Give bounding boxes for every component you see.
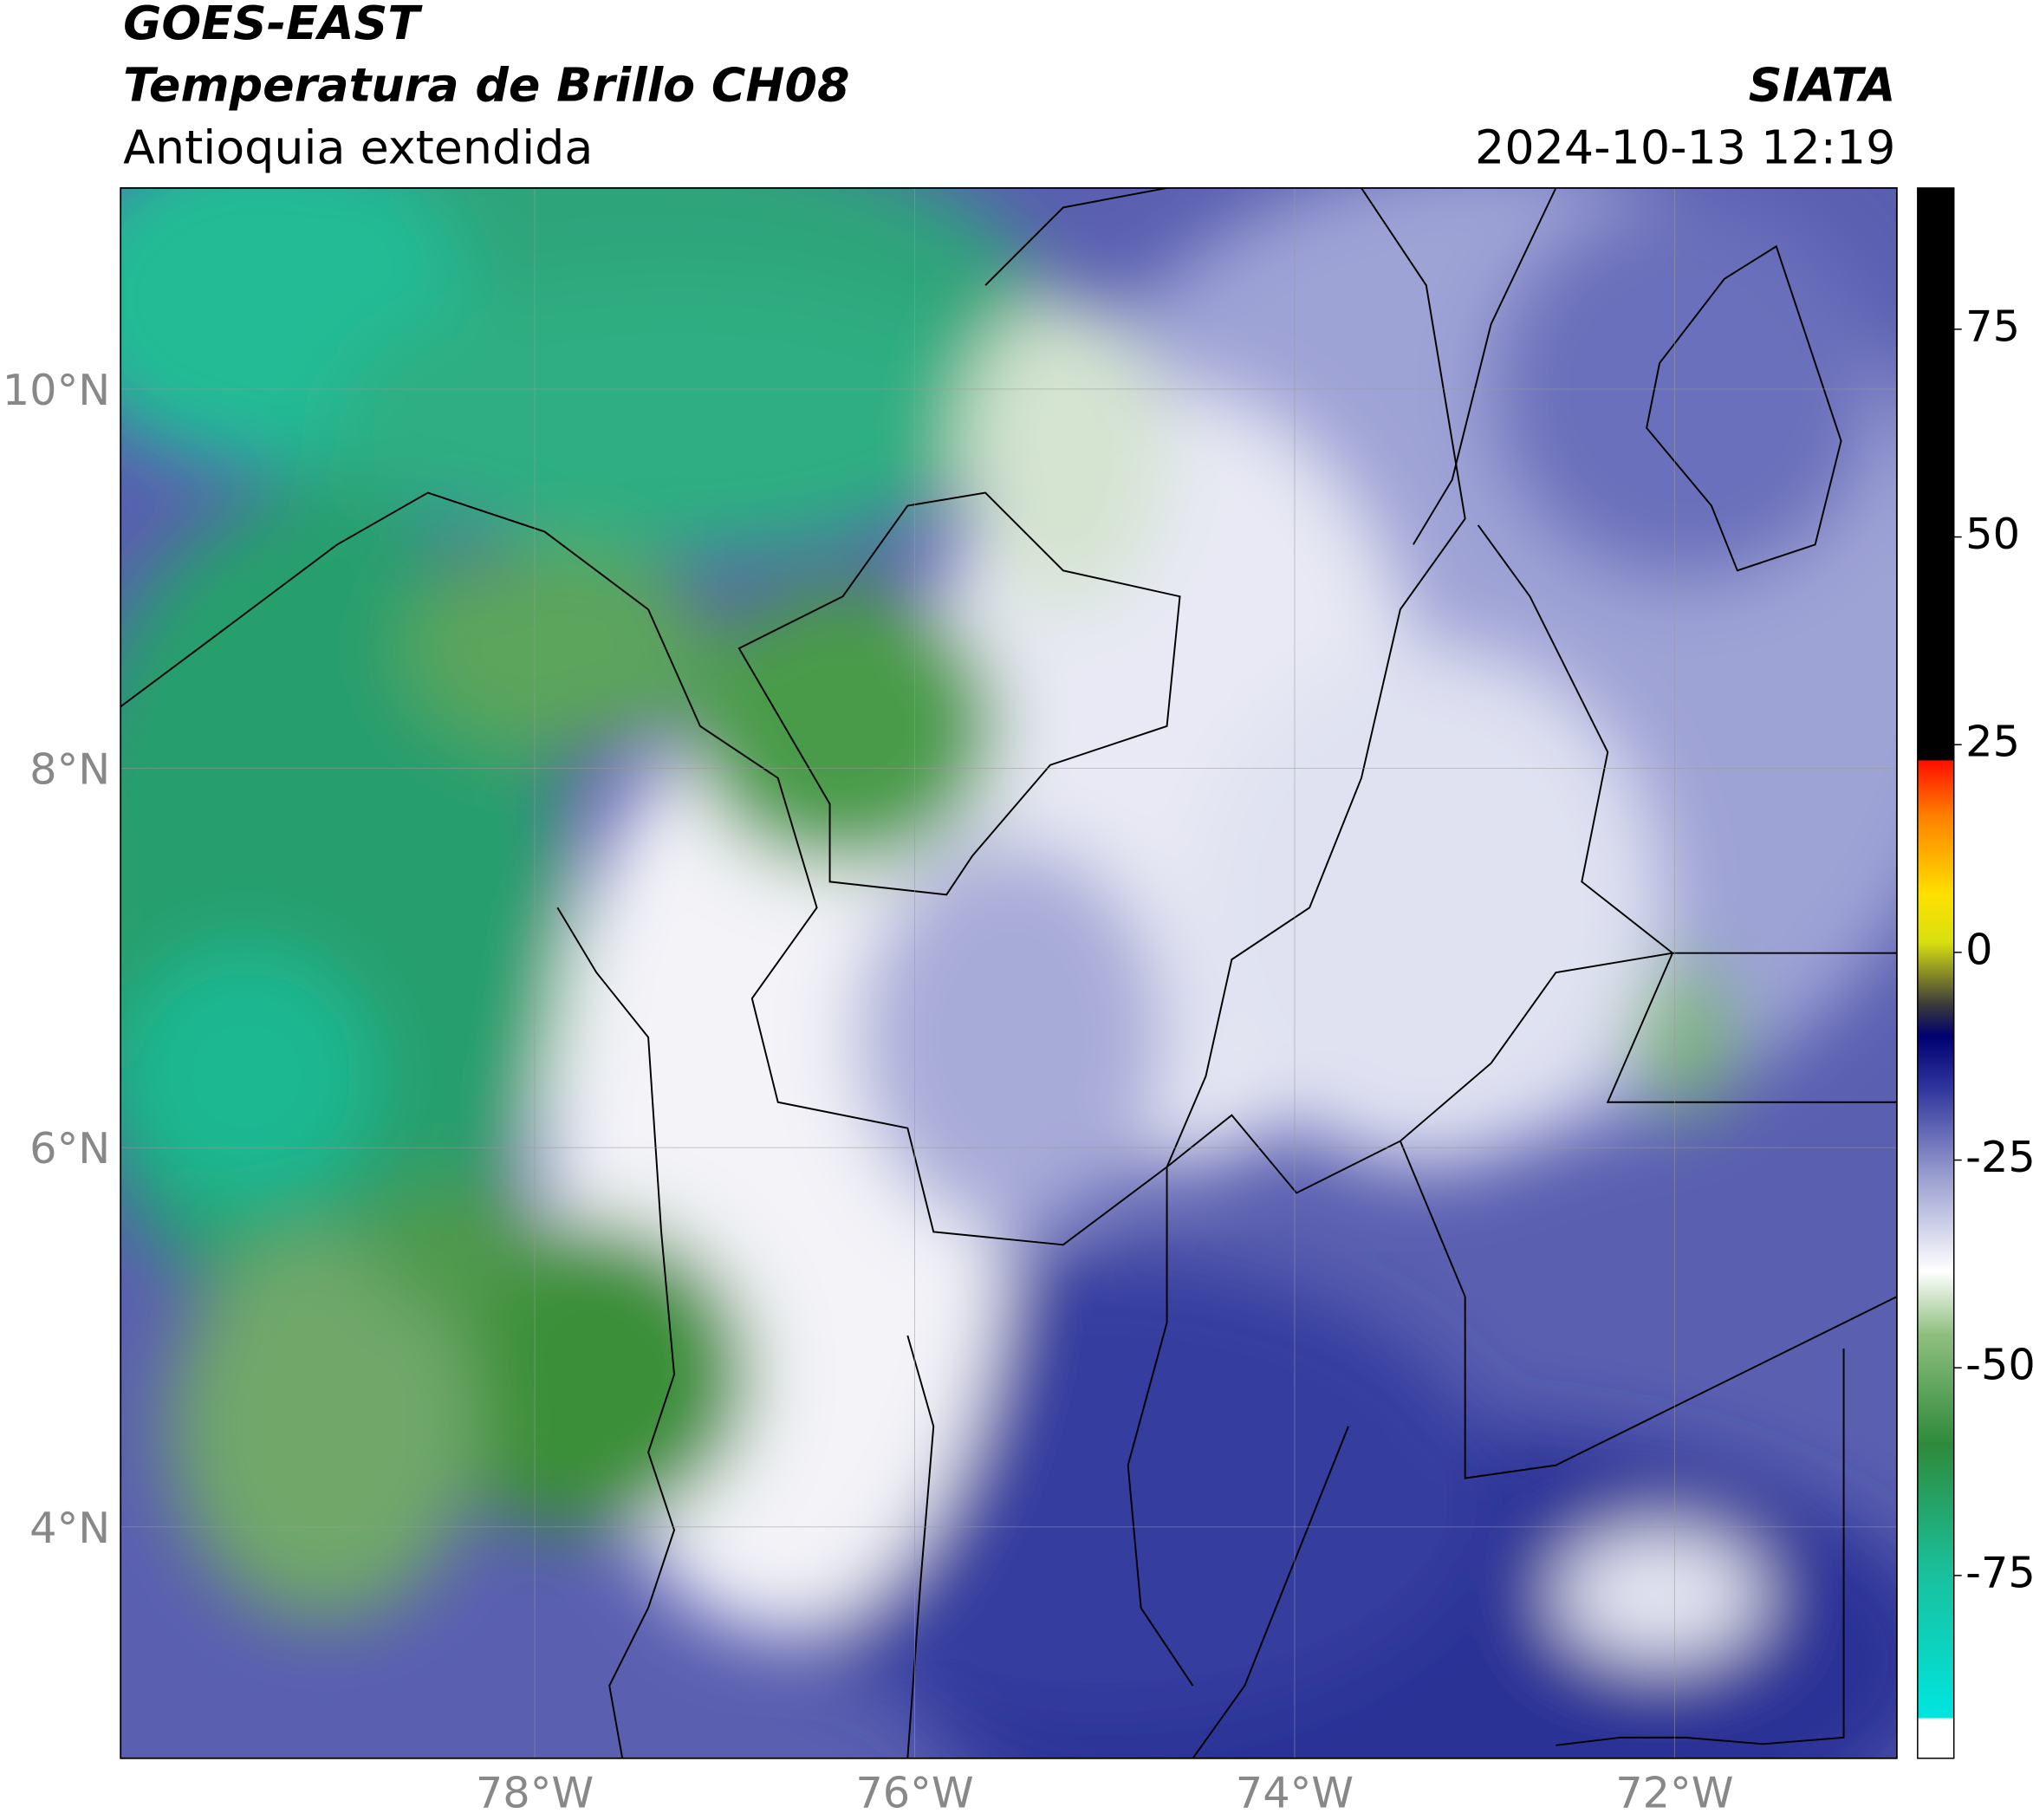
lat-tick-label: 10°N (3, 365, 110, 415)
lon-tick-label: 78°W (476, 1768, 594, 1818)
lon-tick-label: 72°W (1615, 1768, 1733, 1818)
region-subtitle: Antioquia extendida (123, 120, 593, 175)
lat-tick-label: 6°N (29, 1123, 110, 1173)
colorbar-tick-label: -75 (1965, 1547, 2033, 1597)
map-frame (120, 187, 1898, 1759)
datetime-label: 2024-10-13 12:19 (1475, 120, 1895, 175)
colorbar-tick-label: 75 (1965, 301, 2020, 351)
lon-tick-label: 74°W (1236, 1768, 1354, 1818)
colorbar-tick-label: -25 (1965, 1132, 2033, 1182)
colorbar-tick-label: -50 (1965, 1340, 2033, 1390)
satellite-image (120, 187, 1897, 1758)
colorbar (1917, 187, 1955, 1759)
lat-tick-label: 4°N (29, 1503, 110, 1553)
graticule (120, 187, 1897, 1758)
lat-tick-label: 8°N (29, 744, 110, 794)
source-label: SIATA (1749, 58, 1896, 113)
product-title: Temperatura de Brillo CH08 (123, 58, 849, 113)
borders (120, 187, 1897, 1758)
satellite-title: GOES-EAST (123, 0, 423, 50)
colorbar-tick-label: 0 (1965, 924, 1992, 974)
colorbar-tick-label: 50 (1965, 509, 2020, 559)
lon-tick-label: 76°W (855, 1768, 973, 1818)
cloud-field (120, 187, 1897, 1758)
colorbar-tick-label: 25 (1965, 717, 2020, 767)
